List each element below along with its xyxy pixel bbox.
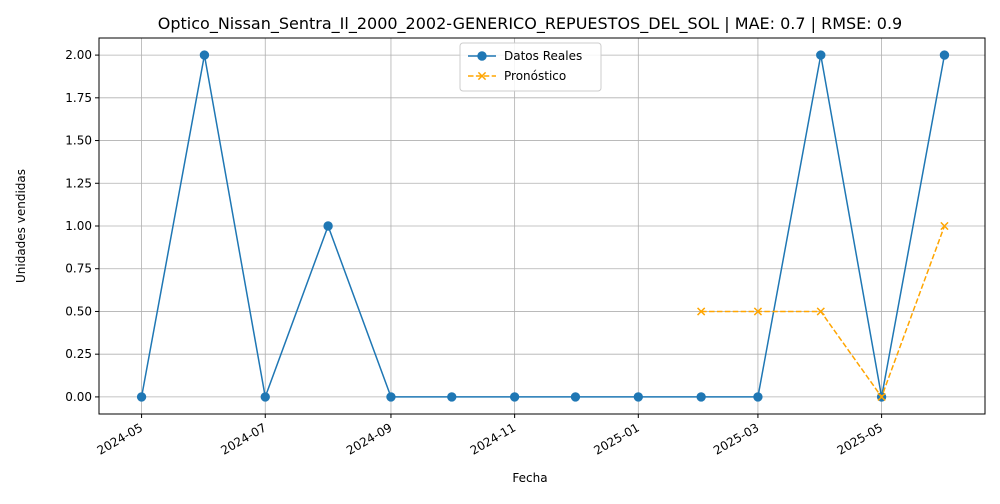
data-point — [940, 221, 949, 231]
data-point — [136, 392, 147, 402]
y-tick-label: 1.25 — [65, 176, 92, 190]
x-axis-label: Fecha — [512, 471, 547, 485]
y-tick-label: 0.75 — [65, 262, 92, 276]
data-point — [816, 307, 825, 316]
y-tick-label: 1.75 — [65, 91, 92, 105]
legend: Datos Reales Pronóstico — [459, 42, 602, 92]
data-point — [323, 221, 333, 231]
grid-lines — [99, 38, 985, 414]
data-point — [570, 392, 581, 402]
chart-title: Optico_Nissan_Sentra_Il_2000_2002-GENERI… — [158, 14, 902, 34]
data-point — [877, 392, 886, 402]
data-point — [260, 392, 270, 402]
data-point — [509, 392, 520, 402]
data-point — [939, 50, 950, 60]
legend-label: Datos Reales — [504, 49, 582, 63]
data-point — [633, 392, 644, 402]
data-point — [816, 50, 826, 60]
y-tick-label: 0.50 — [65, 304, 92, 318]
data-point — [199, 50, 210, 60]
legend-box — [459, 42, 602, 92]
data-point — [753, 307, 763, 316]
data-point — [697, 307, 706, 316]
y-tick-label: 0.00 — [65, 390, 92, 404]
data-point — [447, 392, 457, 402]
y-tick-label: 1.50 — [65, 134, 92, 148]
legend-marker — [477, 71, 487, 81]
legend-marker — [477, 51, 487, 61]
data-point — [696, 392, 706, 402]
y-tick-label: 1.00 — [65, 219, 92, 233]
y-tick-label: 2.00 — [65, 48, 92, 62]
y-axis-label: Unidades vendidas — [14, 169, 28, 283]
y-tick-label: 0.25 — [65, 347, 92, 361]
data-point — [386, 392, 396, 402]
series-actual — [136, 50, 950, 402]
series-line — [140, 54, 946, 400]
data-point — [753, 392, 763, 402]
series-layer — [136, 50, 950, 402]
series-forecast — [697, 221, 949, 402]
legend-label: Pronóstico — [504, 69, 566, 83]
